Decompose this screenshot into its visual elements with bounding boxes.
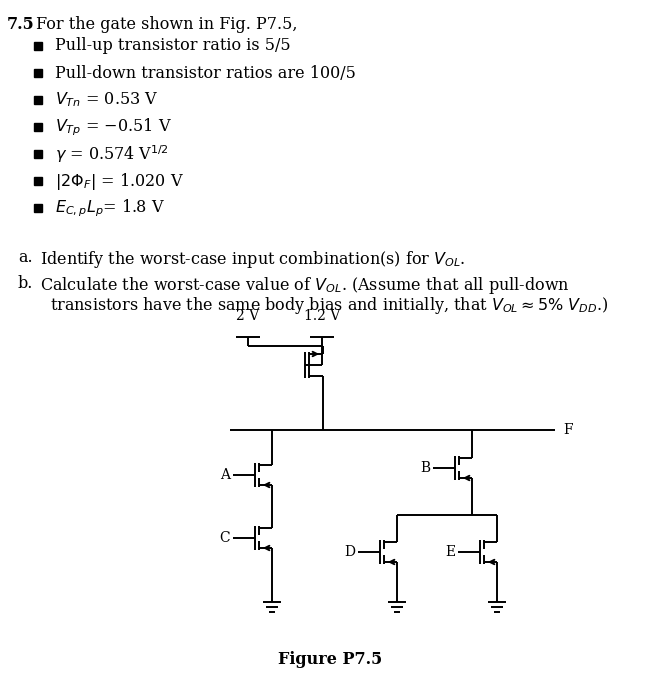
Text: b.: b. (18, 275, 34, 292)
Bar (34, 150, 42, 158)
Text: 2 V: 2 V (236, 309, 259, 323)
Text: a.: a. (18, 249, 32, 266)
Text: F: F (563, 423, 573, 437)
Bar (34, 69, 42, 77)
Bar (34, 177, 42, 185)
Text: Pull-up transistor ratio is 5/5: Pull-up transistor ratio is 5/5 (55, 38, 290, 54)
Text: transistors have the same body bias and initially, that $V_{OL} \approx 5\%\ V_{: transistors have the same body bias and … (50, 295, 609, 316)
Bar (34, 123, 42, 131)
Text: Pull-down transistor ratios are 100/5: Pull-down transistor ratios are 100/5 (55, 64, 356, 82)
Text: For the gate shown in Fig. P7.5,: For the gate shown in Fig. P7.5, (36, 16, 298, 33)
Text: A: A (220, 468, 230, 482)
Text: $V_{Tn}$ = 0.53 V: $V_{Tn}$ = 0.53 V (55, 91, 158, 109)
Text: 1.2 V: 1.2 V (304, 309, 340, 323)
Text: D: D (344, 545, 355, 559)
Text: C: C (219, 531, 230, 545)
Text: 7.5: 7.5 (7, 16, 35, 33)
Text: Figure P7.5: Figure P7.5 (278, 652, 382, 668)
Bar (34, 42, 42, 50)
Text: $\gamma$ = 0.574 V$^{1/2}$: $\gamma$ = 0.574 V$^{1/2}$ (55, 143, 169, 165)
Text: Identify the worst-case input combination(s) for $V_{OL}$.: Identify the worst-case input combinatio… (40, 249, 465, 270)
Text: $|2\Phi_F|$ = 1.020 V: $|2\Phi_F|$ = 1.020 V (55, 171, 184, 191)
Text: $E_{C,p}L_p$= 1.8 V: $E_{C,p}L_p$= 1.8 V (55, 197, 165, 219)
Text: B: B (420, 461, 430, 475)
Text: $V_{Tp}$ = −0.51 V: $V_{Tp}$ = −0.51 V (55, 116, 172, 138)
Bar (34, 204, 42, 212)
Bar (34, 96, 42, 104)
Text: Calculate the worst-case value of $V_{OL}$. (Assume that all pull-down: Calculate the worst-case value of $V_{OL… (40, 275, 570, 296)
Text: E: E (445, 545, 455, 559)
